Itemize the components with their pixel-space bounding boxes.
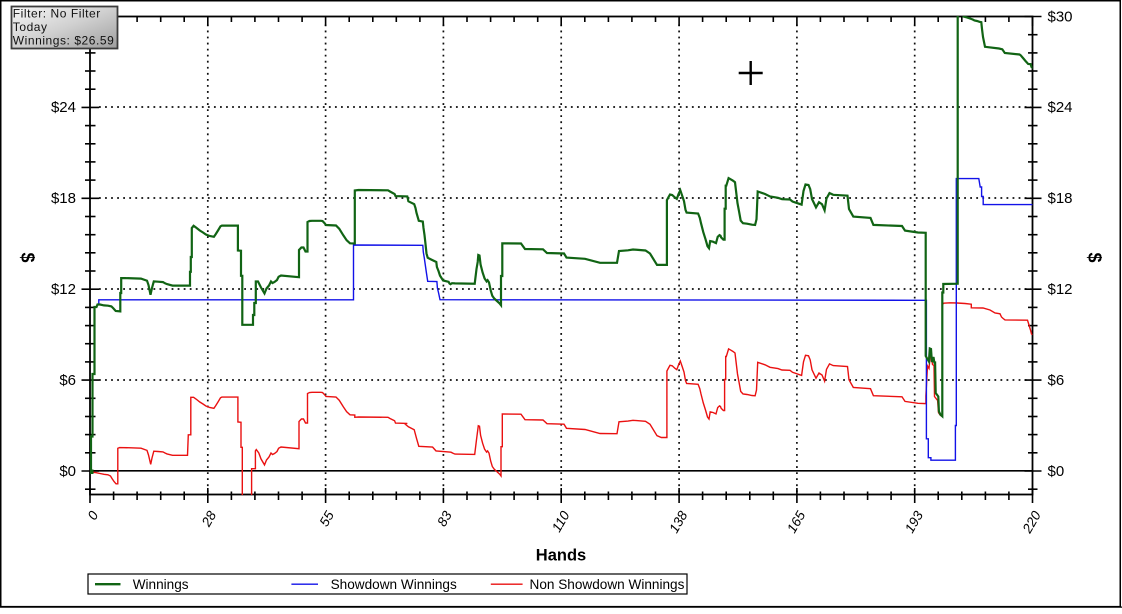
svg-text:$0: $0 <box>59 463 76 480</box>
svg-text:$24: $24 <box>51 99 76 116</box>
svg-text:$6: $6 <box>59 372 76 389</box>
svg-text:Non Showdown Winnings: Non Showdown Winnings <box>530 577 685 592</box>
svg-text:Today: Today <box>13 20 48 34</box>
svg-text:$12: $12 <box>1048 281 1073 298</box>
svg-text:28: 28 <box>198 508 219 530</box>
svg-text:83: 83 <box>434 508 455 529</box>
svg-text:$: $ <box>18 252 38 262</box>
svg-text:$30: $30 <box>1048 9 1073 26</box>
svg-text:Hands: Hands <box>536 547 586 565</box>
svg-text:Winnings: Winnings <box>133 577 189 592</box>
svg-text:Filter: No Filter: Filter: No Filter <box>13 6 101 20</box>
svg-text:Winnings: $26.59: Winnings: $26.59 <box>13 34 115 48</box>
svg-text:$24: $24 <box>1048 99 1073 116</box>
svg-text:55: 55 <box>316 508 337 529</box>
svg-text:Showdown Winnings: Showdown Winnings <box>331 577 457 592</box>
svg-text:$18: $18 <box>1048 190 1073 207</box>
svg-text:$6: $6 <box>1048 372 1065 389</box>
svg-text:$0: $0 <box>1048 463 1065 480</box>
svg-text:$: $ <box>1085 252 1105 262</box>
svg-text:$18: $18 <box>51 190 76 207</box>
svg-text:$12: $12 <box>51 281 76 298</box>
